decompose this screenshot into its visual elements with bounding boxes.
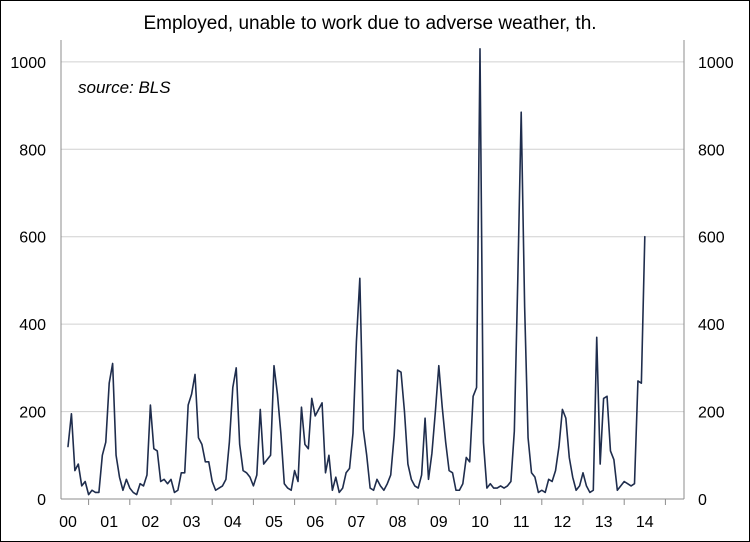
x-tick-label: 02 — [142, 514, 160, 531]
x-tick-label: 04 — [224, 514, 242, 531]
x-tick-label: 08 — [389, 514, 407, 531]
x-tick-label: 05 — [265, 514, 283, 531]
y-tick-label-right: 200 — [698, 405, 725, 422]
x-tick-label: 09 — [430, 514, 448, 531]
x-tick-label: 12 — [554, 514, 572, 531]
y-tick-label-right: 800 — [698, 142, 725, 159]
y-tick-label-right: 1000 — [698, 55, 734, 72]
y-tick-label-left: 600 — [19, 230, 46, 247]
x-tick-label: 14 — [636, 514, 654, 531]
y-tick-label-left: 0 — [37, 492, 46, 509]
x-tick-label: 07 — [348, 514, 366, 531]
left-y-tick-labels: 0 200 400 600 800 1000 — [10, 55, 46, 509]
chart-title: Employed, unable to work due to adverse … — [143, 13, 596, 34]
x-tick-label: 13 — [595, 514, 613, 531]
y-tick-label-left: 800 — [19, 142, 46, 159]
y-tick-label-right: 400 — [698, 317, 725, 334]
x-tick-label: 03 — [183, 514, 201, 531]
series-line — [67, 47, 646, 496]
y-tick-label-left: 400 — [19, 317, 46, 334]
x-tick-label: 01 — [100, 514, 118, 531]
right-y-tick-labels: 0 200 400 600 800 1000 — [698, 55, 734, 509]
y-tick-label-right: 600 — [698, 230, 725, 247]
x-tick-label: 10 — [471, 514, 489, 531]
y-tick-label-left: 1000 — [10, 55, 46, 72]
y-tick-label-left: 200 — [19, 405, 46, 422]
gridlines — [61, 61, 684, 413]
x-tick-label: 00 — [59, 514, 77, 531]
x-tick-labels: 00 01 02 03 04 05 06 07 08 09 10 11 12 13 14 — [59, 514, 654, 531]
x-tick-label: 06 — [306, 514, 324, 531]
x-ticks — [88, 499, 666, 505]
x-tick-label: 11 — [513, 514, 530, 531]
series-group — [67, 47, 646, 496]
y-tick-label-right: 0 — [698, 492, 707, 509]
source-annotation: source: BLS — [78, 78, 171, 97]
